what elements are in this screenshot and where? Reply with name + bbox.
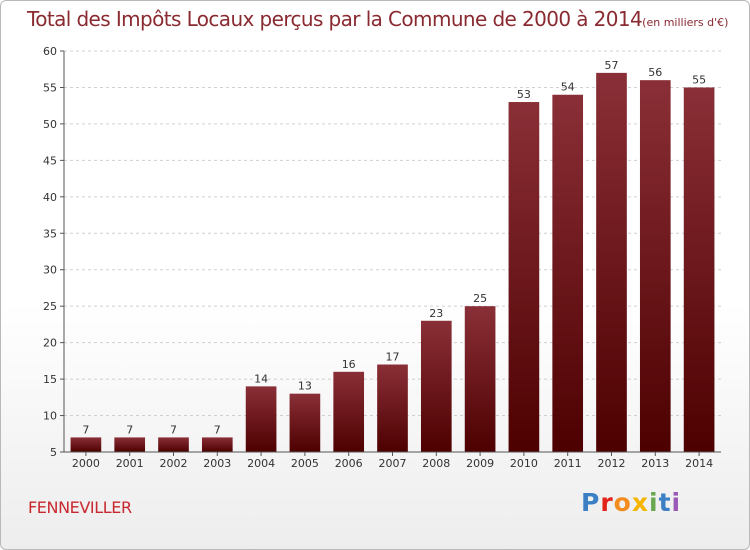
logo-letter: i	[671, 488, 682, 517]
logo-letter: P	[581, 488, 601, 517]
x-tick-label: 2006	[335, 457, 363, 470]
x-tick-label: 2007	[379, 457, 407, 470]
logo-letter: r	[600, 488, 614, 517]
y-tick-label: 45	[43, 154, 57, 167]
bar-2009	[464, 306, 496, 452]
bar-2000	[70, 437, 102, 452]
bar-2012	[596, 72, 627, 452]
commune-name: FENNEVILLER	[28, 498, 132, 517]
axes: 5 10 15 20 25 30 35 40 45 50 55 60 2000 2001 2002 2003 2…	[43, 45, 721, 470]
value-label: 7	[214, 423, 221, 436]
x-tick-label: 2014	[685, 457, 713, 470]
logo-letter: o	[613, 488, 632, 517]
bar-2003	[201, 437, 233, 452]
x-tick-label: 2009	[466, 457, 494, 470]
value-labels: 7 7 7 7 14 13 16 17 23 25 53 54 57 56 55	[82, 59, 706, 437]
bar-2001	[114, 437, 146, 452]
y-tick-label: 15	[43, 373, 57, 386]
x-tick-label: 2001	[116, 457, 144, 470]
bar-2004	[245, 386, 277, 452]
y-tick-label: 35	[43, 227, 57, 240]
value-label: 25	[473, 292, 487, 305]
value-label: 56	[648, 66, 662, 79]
x-tick-label: 2005	[291, 457, 319, 470]
x-tick-label: 2002	[160, 457, 188, 470]
value-label: 23	[429, 307, 443, 320]
bar-2008	[420, 320, 452, 452]
y-tick-label: 20	[43, 337, 57, 350]
value-label: 54	[561, 81, 575, 94]
proxiti-logo[interactable]: Proxiti	[581, 488, 681, 517]
bar-2013	[639, 80, 671, 452]
value-label: 7	[82, 423, 89, 436]
y-tick-label: 40	[43, 191, 57, 204]
bar-2007	[377, 364, 408, 452]
value-label: 7	[126, 423, 133, 436]
y-tick-label: 60	[43, 45, 57, 58]
y-tick-label: 30	[43, 264, 57, 277]
bar-2010	[508, 102, 540, 452]
x-tick-label: 2012	[598, 457, 626, 470]
value-label: 57	[605, 59, 619, 72]
chart-title: Total des Impôts Locaux perçus par la Co…	[27, 7, 728, 31]
value-label: 16	[342, 358, 356, 371]
bar-2005	[289, 393, 321, 452]
x-tick-label: 2003	[203, 457, 231, 470]
logo-letter: t	[658, 488, 672, 517]
x-tick-label: 2011	[554, 457, 582, 470]
y-tick-label: 5	[50, 446, 57, 459]
bar-2006	[333, 371, 365, 452]
bar-2002	[158, 437, 189, 452]
logo-letter: x	[631, 488, 649, 517]
y-tick-label: 50	[43, 118, 57, 131]
y-tick-label: 10	[43, 410, 57, 423]
value-label: 53	[517, 88, 531, 101]
x-tick-label: 2004	[247, 457, 275, 470]
bars	[70, 72, 715, 453]
y-tick-label: 25	[43, 300, 57, 313]
value-label: 55	[692, 73, 706, 86]
x-tick-label: 2010	[510, 457, 538, 470]
chart-title-main: Total des Impôts Locaux perçus par la Co…	[27, 7, 643, 31]
value-label: 17	[386, 351, 400, 364]
value-label: 14	[254, 372, 268, 385]
x-tick-label: 2013	[641, 457, 669, 470]
x-tick-label: 2000	[72, 457, 100, 470]
bar-2014	[683, 87, 715, 453]
value-label: 7	[170, 423, 177, 436]
y-tick-label: 55	[43, 81, 57, 94]
bar-2011	[552, 94, 584, 452]
value-label: 13	[298, 380, 312, 393]
chart-title-unit: (en milliers d'€)	[642, 16, 729, 29]
logo-letter: i	[649, 488, 659, 517]
x-tick-label: 2008	[422, 457, 450, 470]
